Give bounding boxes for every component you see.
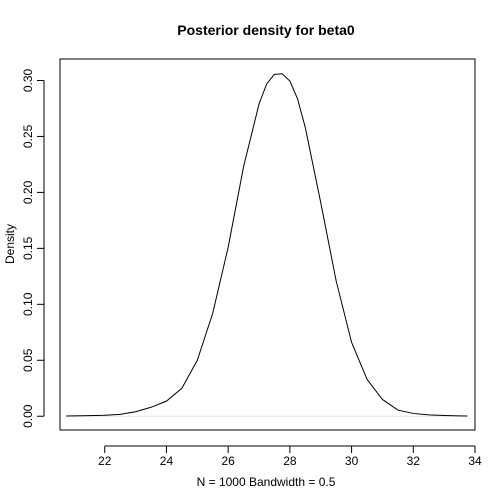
y-axis: 0.00 0.05 0.10 0.15 0.20 0.25 0.30 [21,68,45,428]
y-tick-label: 0.00 [21,404,35,428]
y-tick-label: 0.15 [21,236,35,260]
y-axis-label: Density [3,224,17,264]
x-tick-label: 30 [345,454,359,468]
plot-frame [59,58,476,431]
chart-title: Posterior density for beta0 [177,22,355,38]
x-axis: 22 24 26 28 30 32 34 [98,445,482,468]
x-tick-label: 32 [407,454,421,468]
x-tick-label: 34 [468,454,482,468]
density-curve [66,73,468,417]
x-tick-label: 28 [283,454,297,468]
y-tick-label: 0.30 [21,68,35,92]
y-tick-label: 0.10 [21,292,35,316]
x-axis-label: N = 1000 Bandwidth = 0.5 [197,475,336,489]
x-tick-label: 22 [98,454,112,468]
y-tick-label: 0.20 [21,180,35,204]
x-tick-label: 26 [221,454,235,468]
y-tick-label: 0.05 [21,348,35,372]
x-tick-label: 24 [160,454,174,468]
y-tick-label: 0.25 [21,124,35,148]
